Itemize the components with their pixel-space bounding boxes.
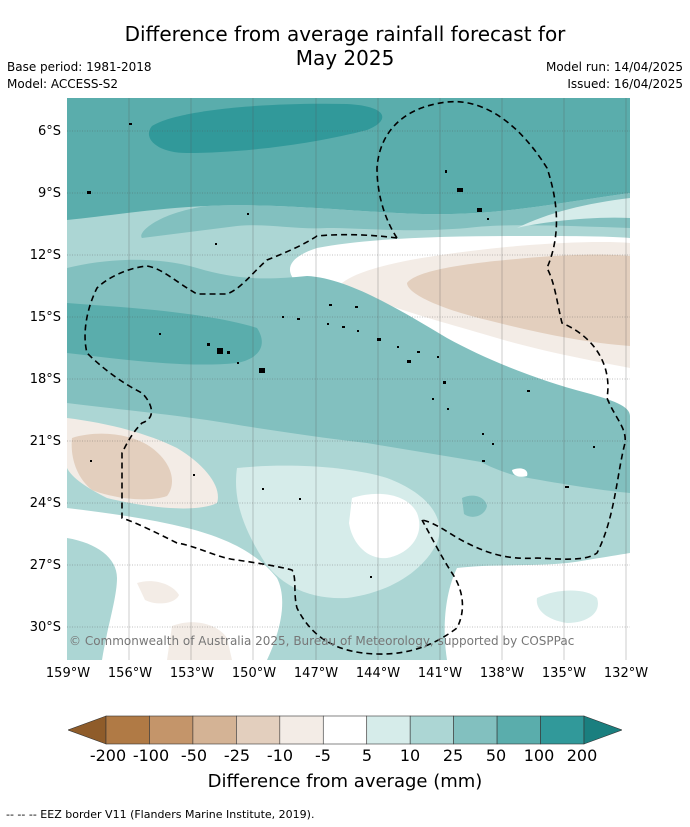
colorbar-cell [322,715,368,745]
contour-10-southwest [67,538,117,660]
contour-light-teal-east [517,198,630,228]
colorbar-label: -10 [266,746,294,765]
lat-label-18s: 18°S [29,372,61,387]
rainfall-map [67,98,630,660]
run-info: Model run: 14/04/2025 Issued: 16/04/2025 [546,59,683,93]
eez-border-central [84,233,464,655]
lat-label-21s: 21°S [29,434,61,449]
lon-label-147w: 147°W [293,666,339,681]
contour-25-east [447,398,630,493]
colorbar-cells [105,715,585,745]
colorbar-high-arrow [583,715,622,745]
contour-50-central [67,303,262,365]
islands [87,123,595,578]
colorbar-low-arrow [68,715,107,745]
lat-label-15s: 15°S [29,310,61,325]
eez-footnote: -- -- -- EEZ border V11 (Flanders Marine… [6,808,315,821]
colorbar-label: -5 [315,746,331,765]
contour-minus5-south-small [137,581,179,604]
contour-25-eastpatch [462,495,487,517]
contour-10-southeast [536,590,598,623]
colorbar-label: 25 [442,746,464,765]
colorbar-cell [105,715,150,745]
contour-minus5-south-center [167,622,232,660]
lon-label-135w: 135°W [541,666,587,681]
colorbar-label: 10 [399,746,421,765]
colorbar-label: -100 [132,746,170,765]
lon-label-138w: 138°W [479,666,525,681]
colorbar-title: Difference from average (mm) [207,771,483,792]
colorbar-cell [279,715,324,745]
colorbar-label: 5 [361,746,373,765]
lon-label-132w: 132°W [603,666,649,681]
colorbar-label: -25 [223,746,251,765]
lat-label-9s: 9°S [37,186,61,201]
colorbar-label: -50 [180,746,208,765]
model-text: Model: ACCESS-S2 [7,77,119,91]
colorbar [68,715,622,745]
contour-100-north [148,103,383,153]
lon-label-150w: 150°W [231,666,277,681]
colorbar-cell [409,715,454,745]
issued-text: Issued: 16/04/2025 [567,77,683,91]
colorbar-cell [192,715,237,745]
lon-label-159w: 159°W [45,666,91,681]
colorbar-label: 200 [566,746,598,765]
contour-minus10-east [407,254,630,346]
contour-neutral-south [349,493,420,559]
lat-label-30s: 30°S [29,620,61,635]
colorbar-cell [540,715,585,745]
lat-label-27s: 27°S [29,558,61,573]
lat-label-12s: 12°S [29,248,61,263]
title-line-1: Difference from average rainfall forecas… [124,22,566,46]
contour-neutral-southeast [444,553,630,660]
colorbar-cell [496,715,541,745]
colorbar-cell [453,715,498,745]
lon-label-153w: 153°W [169,666,215,681]
lat-label-24s: 24°S [29,496,61,511]
colorbar-label: -200 [89,746,127,765]
lon-label-144w: 144°W [355,666,401,681]
colorbar-label: 50 [485,746,507,765]
base-period-text: Base period: 1981-2018 [7,60,152,74]
lat-label-6s: 6°S [37,124,61,139]
contour-neutral-island [512,468,528,477]
colorbar-cell [236,715,281,745]
map-title: Difference from average rainfall forecas… [0,22,690,70]
colorbar-cell [149,715,194,745]
title-line-2: May 2025 [295,46,395,70]
lon-label-141w: 141°W [417,666,463,681]
contour-neutral-southwest [67,508,283,660]
colorbar-label: 100 [523,746,555,765]
model-run-text: Model run: 14/04/2025 [545,60,683,74]
copyright-text: © Commonwealth of Australia 2025, Bureau… [69,634,575,648]
colorbar-cell [366,715,411,745]
base-info: Base period: 1981-2018 Model: ACCESS-S2 [7,59,152,93]
eez-border-east [376,100,626,560]
lon-label-156w: 156°W [107,666,153,681]
